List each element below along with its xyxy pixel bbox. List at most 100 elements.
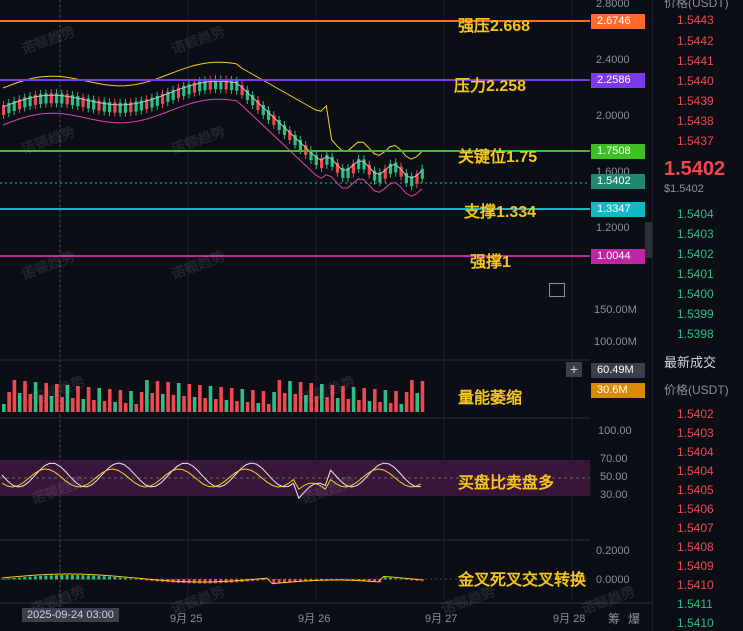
candle-body — [309, 150, 313, 160]
ask-price[interactable]: 1.5441 — [677, 54, 714, 68]
candle-body — [235, 80, 239, 91]
add-indicator-button[interactable]: + — [566, 362, 582, 377]
volume-bar — [304, 395, 308, 412]
volume-bar — [102, 401, 107, 412]
macd-bar — [261, 579, 265, 581]
expand-icon[interactable] — [549, 283, 565, 297]
macd-bar — [12, 578, 16, 580]
macd-bar — [118, 577, 122, 580]
candle-body — [335, 162, 340, 173]
volume-bar — [81, 399, 86, 412]
volume-bar — [314, 396, 319, 412]
volume-bar — [320, 384, 324, 412]
macd-label: 金叉死叉交叉转换 — [458, 572, 587, 589]
macd-bar — [65, 575, 69, 580]
candle-body — [330, 156, 334, 167]
ask-price[interactable]: 1.5443 — [677, 13, 714, 27]
candle-body — [378, 172, 382, 183]
volume-bar — [240, 389, 245, 412]
volume-bar — [293, 394, 298, 412]
bid-price[interactable]: 1.5401 — [677, 267, 714, 281]
macd-bar — [288, 579, 292, 583]
price-axis-tick: 1.2000 — [596, 222, 630, 234]
bid-price[interactable]: 1.5399 — [677, 307, 714, 321]
volume-bar — [341, 386, 345, 412]
volume-bar — [330, 385, 335, 412]
volume-bar — [113, 402, 117, 412]
volume-axis-tick: 150.00M — [594, 304, 637, 316]
candle-body — [203, 80, 207, 91]
level-label-resistance: 压力2.258 — [454, 78, 527, 95]
volume-bar — [86, 387, 91, 412]
volume-bar — [129, 391, 133, 412]
candle-body — [357, 159, 361, 170]
trade-price: 1.5408 — [677, 540, 714, 554]
trade-price: 1.5409 — [677, 559, 714, 573]
volume-bar — [134, 404, 139, 412]
ask-price[interactable]: 1.5440 — [677, 74, 714, 88]
candle-body — [282, 125, 287, 135]
macd-bar — [256, 579, 260, 581]
macd-bar — [293, 579, 297, 583]
ask-price[interactable]: 1.5439 — [677, 94, 714, 108]
chip-icon[interactable]: 筹 — [608, 612, 621, 626]
candle-body — [23, 97, 27, 108]
candle-body — [373, 170, 377, 181]
volume-bar — [325, 397, 329, 412]
candle-body — [81, 97, 85, 108]
trades-header: 价格(USDT) — [664, 383, 729, 397]
volume-bar — [44, 383, 48, 412]
trade-price: 1.5406 — [677, 502, 714, 516]
ask-price[interactable]: 1.5437 — [677, 134, 714, 148]
macd-bar — [304, 579, 308, 582]
macd-bar — [139, 579, 143, 580]
rsi-axis-tick: 70.00 — [600, 453, 628, 465]
macd-bar — [251, 579, 255, 582]
volume-bar — [65, 385, 70, 412]
volume-bar — [17, 393, 22, 412]
price-axis-tick: 2.8000 — [596, 0, 630, 10]
candle-body — [240, 85, 244, 95]
macd-bar — [277, 579, 281, 584]
time-tick: 9月 27 — [425, 613, 458, 625]
candle-body — [139, 100, 143, 111]
candle-body — [325, 154, 329, 165]
candle-body — [224, 79, 228, 90]
candle-body — [367, 164, 371, 175]
macd-bar — [33, 576, 37, 580]
bid-price[interactable]: 1.5404 — [677, 207, 714, 221]
rsi-axis-tick: 50.00 — [600, 471, 628, 483]
liquidation-icon[interactable]: 爆 — [628, 612, 641, 626]
level-label-support: 支撑1.334 — [464, 204, 537, 221]
bid-price[interactable]: 1.5400 — [677, 287, 714, 301]
volume-bar — [346, 399, 351, 412]
tab-latest-trades[interactable]: 最新成交 — [664, 355, 717, 370]
bid-price[interactable]: 1.5403 — [677, 227, 714, 241]
volume-bar — [139, 392, 144, 412]
ask-price[interactable]: 1.5442 — [677, 34, 714, 48]
ask-price[interactable]: 1.5438 — [677, 114, 714, 128]
bid-price[interactable]: 1.5398 — [677, 327, 714, 341]
macd-axis-tick: 0.2000 — [596, 545, 630, 557]
last-price: 1.5402 — [664, 158, 726, 180]
candle-body — [251, 95, 255, 105]
candle-body — [245, 90, 249, 100]
volume-bar — [272, 392, 276, 412]
bid-price[interactable]: 1.5402 — [677, 247, 714, 261]
macd-line — [1, 573, 421, 585]
collapse-handle[interactable] — [645, 222, 652, 258]
macd-bar — [272, 579, 276, 585]
candle-body — [55, 93, 59, 104]
volume-bar — [60, 397, 64, 412]
candle-body — [404, 172, 408, 183]
candle-body — [2, 105, 6, 115]
time-tick: 9月 25 — [170, 613, 203, 625]
volume-bar — [351, 387, 356, 412]
last-price-usd: $1.5402 — [664, 183, 704, 195]
volume-bar — [282, 393, 287, 412]
macd-bar — [129, 578, 133, 580]
trade-price: 1.5407 — [677, 521, 714, 535]
macd-bar — [17, 577, 21, 580]
rsi-line — [1, 462, 421, 500]
